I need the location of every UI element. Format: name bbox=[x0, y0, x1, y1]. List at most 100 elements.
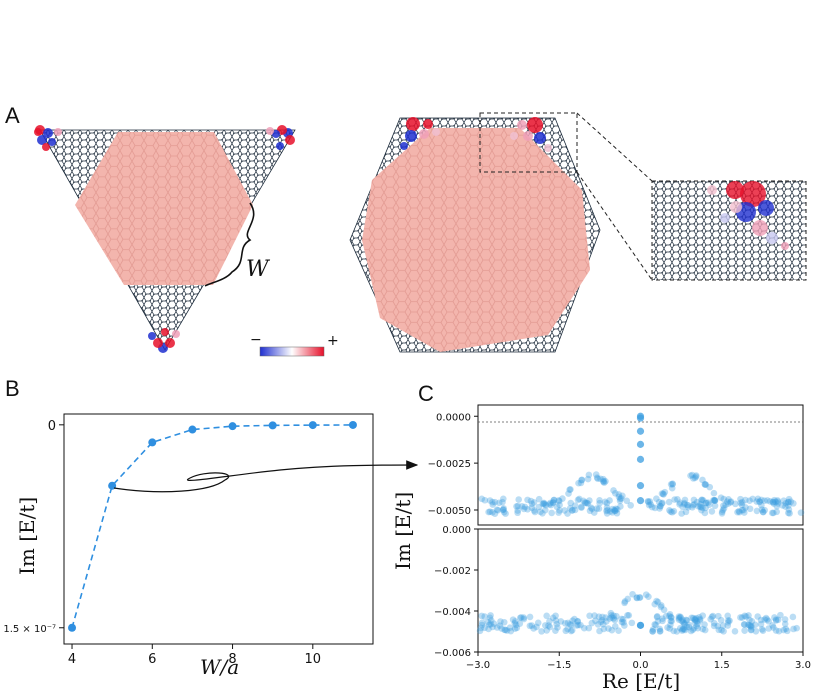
panel-c-top-point bbox=[779, 502, 786, 509]
panel-c-bottom-point bbox=[765, 617, 772, 625]
panel-c-top-point bbox=[667, 508, 674, 515]
panel-c-bottom-point bbox=[618, 615, 625, 623]
panel-c-bottom-point bbox=[656, 628, 664, 635]
panel-c-bottom-point bbox=[789, 613, 797, 621]
panel-c-top-point bbox=[514, 509, 521, 517]
inset-state-dot bbox=[758, 200, 774, 216]
colorbar: − + bbox=[250, 332, 339, 357]
panel-c-top-point bbox=[606, 497, 613, 504]
panel-c-bottom-point bbox=[595, 613, 603, 620]
panel-c-top-point bbox=[524, 505, 531, 513]
panel-c-bottom-point bbox=[498, 625, 505, 632]
panel-c-top-point bbox=[594, 475, 601, 482]
panel-c-bottom-point bbox=[690, 625, 698, 632]
panel-c-top-point bbox=[583, 499, 591, 507]
panel-c-bottom-point bbox=[611, 616, 619, 624]
panel-c-top-point bbox=[690, 500, 698, 508]
panel-c-top-point bbox=[681, 496, 689, 504]
panel-c-top-point bbox=[580, 497, 587, 505]
panel-c-bottom-point bbox=[693, 622, 700, 630]
panel-c-bottom-point bbox=[731, 628, 739, 635]
panel-c-top-point bbox=[786, 510, 793, 517]
panel-c-top-point bbox=[690, 496, 698, 504]
panel-c-top-point bbox=[636, 482, 645, 490]
panel-c-bottom-point bbox=[659, 615, 666, 622]
panel-c-top-point bbox=[578, 476, 586, 484]
panel-c-top-point bbox=[617, 503, 624, 510]
panel-c-top-point bbox=[670, 507, 678, 515]
panel-c-top-point bbox=[619, 492, 626, 500]
panel-c-bottom-point bbox=[747, 622, 754, 630]
panel-c-bottom-point bbox=[600, 625, 608, 633]
panel-c-top-point bbox=[773, 508, 780, 516]
panel-c-bottom-point bbox=[497, 618, 504, 625]
panel-c-top-point bbox=[520, 505, 528, 513]
panel-c-top-point bbox=[727, 498, 735, 505]
panel-c-top-point bbox=[494, 506, 502, 514]
panel-c-bottom-point bbox=[681, 619, 688, 627]
panel-c-top-point bbox=[725, 500, 732, 507]
panel-b-ticks: 4 6 8 10 0 1.5 × 10⁻⁷ bbox=[3, 419, 321, 667]
panel-c-top-point bbox=[515, 496, 523, 503]
panel-c-bottom-point bbox=[557, 618, 565, 625]
panel-c-top-point bbox=[737, 499, 744, 507]
panel-c-bottom-point bbox=[528, 622, 536, 629]
panel-c-bottom-point bbox=[615, 627, 622, 635]
width-brace bbox=[204, 202, 255, 287]
panel-c-top-point bbox=[549, 499, 557, 506]
panel-c-bottom-point bbox=[545, 622, 552, 629]
panel-c-top-point bbox=[623, 497, 631, 505]
panel-c-top-point bbox=[547, 499, 554, 507]
panel-c-top-point bbox=[756, 498, 763, 505]
panel-c-bottom-point bbox=[696, 617, 704, 624]
panel-c-bottom-point bbox=[481, 613, 488, 620]
panel-c-top-point bbox=[604, 506, 611, 514]
panel-c-bottom-point bbox=[679, 625, 687, 633]
panel-b-point bbox=[348, 420, 357, 429]
panel-c-top-point bbox=[606, 508, 614, 515]
panel-c-top-point bbox=[761, 506, 768, 514]
panel-c-top-ytick-label: −0.0050 bbox=[428, 506, 471, 517]
panel-c-top-point bbox=[772, 498, 779, 506]
panel-c-top-point bbox=[782, 499, 790, 507]
inset-state-dot bbox=[740, 181, 766, 207]
panel-c-top-point bbox=[669, 481, 676, 488]
panel-c-bottom-point bbox=[552, 617, 560, 624]
panel-c-top-point bbox=[740, 509, 748, 516]
panel-c-bottom-point bbox=[666, 625, 674, 632]
panel-c-top-point bbox=[697, 500, 704, 508]
panel-c-top-point bbox=[615, 493, 623, 501]
panel-c-bottom-point bbox=[724, 617, 732, 624]
panel-c-top-point bbox=[719, 506, 727, 514]
panel-c-top-point bbox=[645, 498, 652, 506]
panel-c-top-point bbox=[541, 500, 549, 508]
panel-c-bottom-point bbox=[621, 599, 628, 607]
panel-c-bottom-point bbox=[675, 613, 683, 620]
panel-c-bottom-point bbox=[744, 621, 752, 629]
inset-state-dot bbox=[781, 242, 789, 250]
panel-c-bottom-point bbox=[608, 614, 615, 621]
panel-c-bottom-point bbox=[689, 614, 697, 622]
panel-b-xtick-label: 4 bbox=[68, 652, 76, 667]
panel-c-top-point bbox=[500, 505, 508, 512]
panel-c-bottom-point bbox=[645, 593, 652, 601]
panel-c-bottom-point bbox=[500, 618, 508, 626]
panel-c-top-point bbox=[647, 501, 655, 508]
panel-c-top-point bbox=[603, 510, 611, 517]
panel-c-bottom-point bbox=[758, 626, 766, 633]
panel-c-bottom-point bbox=[610, 615, 617, 622]
panel-c-bottom-point bbox=[747, 626, 755, 633]
triangle-state-dot bbox=[285, 135, 295, 145]
triangle-state-dot bbox=[148, 332, 156, 340]
panel-c-bottom-point bbox=[586, 612, 593, 620]
panel-c-top-point bbox=[521, 503, 529, 511]
panel-c-top-point bbox=[576, 495, 583, 503]
panel-c-bottom-point bbox=[679, 626, 686, 633]
panel-c-top-point bbox=[548, 509, 555, 517]
panel-c-top-point bbox=[601, 498, 609, 506]
panel-c-top-point bbox=[718, 510, 726, 517]
panel-b-ytick-label: 1.5 × 10⁻⁷ bbox=[3, 624, 56, 635]
panel-c-top-point bbox=[486, 497, 494, 504]
panel-c-bottom-point bbox=[770, 624, 777, 631]
panel-c-bottom-point bbox=[490, 620, 498, 627]
